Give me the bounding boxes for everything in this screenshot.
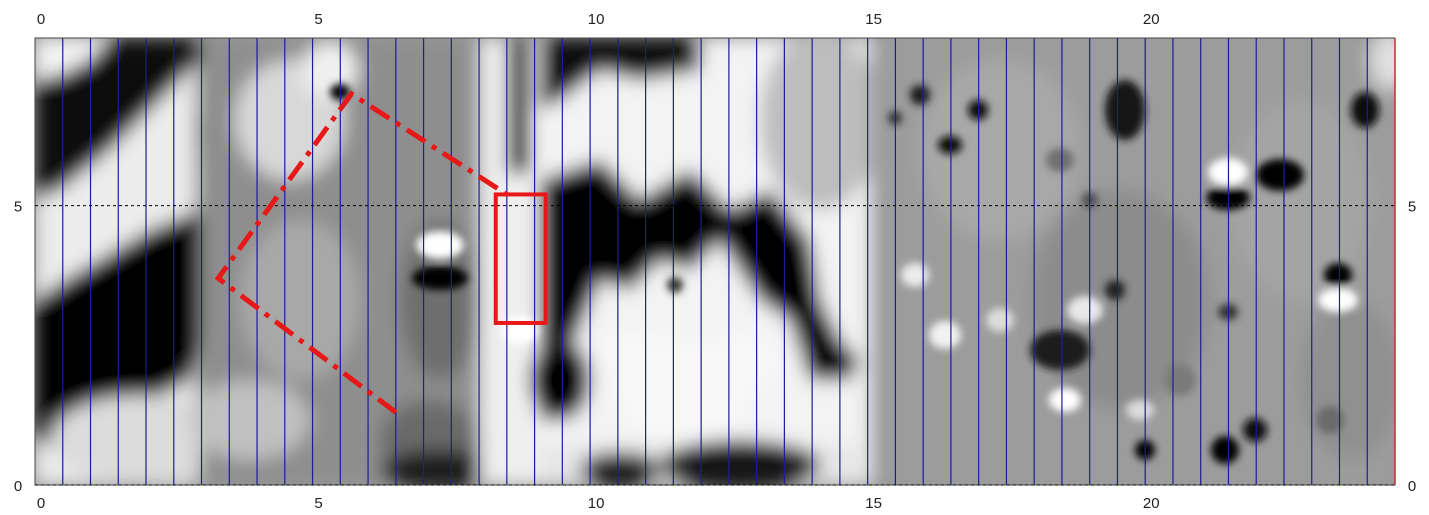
y-tick-label: 0 bbox=[1408, 478, 1416, 495]
y-tick-labels-right: 05 bbox=[1408, 199, 1416, 495]
x-tick-label: 5 bbox=[314, 495, 322, 512]
heatmap-image bbox=[35, 38, 1395, 485]
x-tick-label: 15 bbox=[865, 495, 882, 512]
x-tick-label: 0 bbox=[37, 11, 45, 28]
x-tick-label: 20 bbox=[1143, 11, 1160, 28]
x-tick-label: 10 bbox=[588, 11, 605, 28]
y-tick-label: 0 bbox=[14, 478, 22, 495]
annotation-rectangle bbox=[493, 192, 548, 325]
y-tick-label: 5 bbox=[1408, 199, 1416, 216]
x-tick-label: 10 bbox=[588, 495, 605, 512]
x-tick-labels-top: 0 5 10 15 20 bbox=[37, 11, 1160, 28]
y-tick-labels-left: 05 bbox=[14, 199, 22, 495]
x-tick-label: 15 bbox=[865, 11, 882, 28]
x-tick-label: 5 bbox=[314, 11, 322, 28]
x-tick-label: 0 bbox=[37, 495, 45, 512]
traverse-lines bbox=[62, 38, 1368, 485]
x-tick-labels-bottom: 0 5 10 15 20 bbox=[37, 495, 1160, 512]
x-tick-label: 20 bbox=[1143, 495, 1160, 512]
y-tick-label: 5 bbox=[14, 199, 22, 216]
